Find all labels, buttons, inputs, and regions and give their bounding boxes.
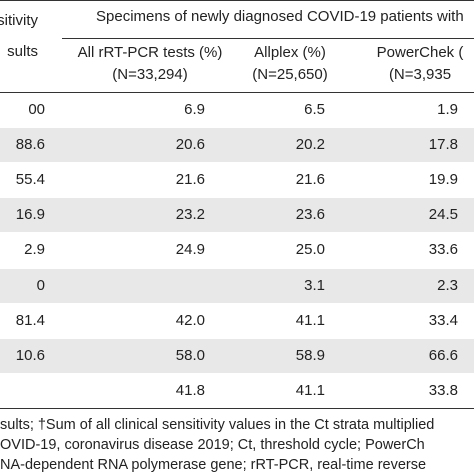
corner-header: sults [7,43,38,60]
table-cell: 25.0 [295,241,325,259]
top-rule [0,0,474,1]
footnote: sults; †Sum of all clinical sensitivity … [0,417,435,433]
table-cell: 41.1 [295,381,325,399]
table-cell: 24.9 [175,241,205,259]
row-label: 00 [28,101,45,118]
column-header: (N=33,294) [112,66,188,83]
table-cell: 6.9 [184,101,205,118]
table-cell: 33.6 [428,241,458,259]
row-shade [0,338,474,373]
bottom-rule [0,408,474,409]
table-cell: 1.9 [437,101,458,118]
column-header: PowerChek ( [376,44,464,61]
table-cell: 23.2 [175,206,205,224]
table-cell: 17.8 [428,136,458,154]
column-header: All rRT-PCR tests (%) [77,44,223,61]
row-shade [0,268,474,303]
row-shade [0,198,474,233]
group-rule [62,38,474,39]
table-cell: 41.8 [175,381,205,399]
row-label: 10.6 [15,346,45,364]
table-cell: 20.6 [175,136,205,154]
table-cell: 20.2 [295,136,325,154]
table-cell: 33.8 [428,381,458,399]
table-cell: 6.5 [304,101,325,118]
table-cell: 58.9 [295,346,325,364]
table-cell: 19.9 [428,171,458,189]
column-header: Allplex (%) [254,44,326,61]
row-label: 0 [36,276,45,294]
row-label: 81.4 [15,311,45,329]
row-label: 88.6 [15,136,45,154]
row-label: 16.9 [15,206,45,224]
row-label: 2.9 [24,241,45,259]
table-cell: 42.0 [175,311,205,329]
column-header: (N=3,935 [388,66,452,83]
table-cell: 21.6 [175,171,205,189]
corner-header: sitivity [0,12,38,29]
table-cell: 58.0 [175,346,205,364]
table-cell: 33.4 [428,311,458,329]
column-header: (N=25,650) [252,66,328,83]
table-cell: 24.5 [428,206,458,224]
header-rule [0,92,474,93]
group-header: Specimens of newly diagnosed COVID-19 pa… [96,8,464,25]
table-cell: 3.1 [304,276,325,294]
table-cell: 66.6 [428,346,458,364]
row-shade [0,128,474,163]
table-cell: 2.3 [437,276,458,294]
footnote: NA-dependent RNA polymerase gene; rRT-PC… [0,457,427,473]
table-cell: 41.1 [295,311,325,329]
row-label: 55.4 [15,171,45,189]
table-cell: 23.6 [295,206,325,224]
footnote: OVID-19, coronavirus disease 2019; Ct, t… [0,437,425,453]
table-cell: 21.6 [295,171,325,189]
